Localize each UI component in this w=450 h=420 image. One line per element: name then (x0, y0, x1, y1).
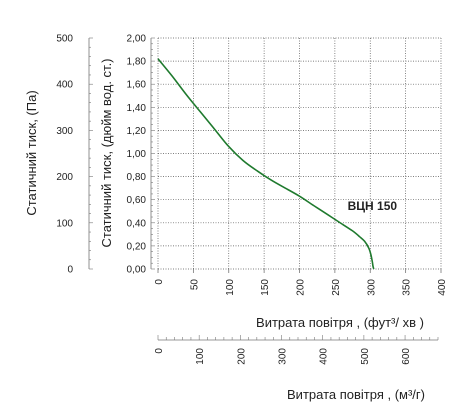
y-tick-label-inwg-8: 1,60 (127, 80, 147, 91)
grid (157, 37, 442, 270)
x-tick-label-cfm-7: 350 (402, 279, 413, 296)
y-axis-inwg-label: Статичний тиск, (дюйм вод. ст.) (99, 58, 114, 247)
x-tick-label-m3h-3: 300 (278, 348, 289, 365)
x-tick-label-cfm-3: 150 (260, 279, 271, 296)
y-tick-label-inwg-10: 2,00 (127, 34, 147, 45)
x-tick-label-cfm-1: 50 (189, 279, 200, 291)
x-tick-label-m3h-0: 0 (154, 348, 165, 354)
y-tick-label-pa-0: 0 (67, 265, 73, 276)
y-tick-label-inwg-5: 1,00 (127, 149, 147, 160)
y-tick-label-inwg-4: 0,80 (127, 172, 147, 183)
y-tick-label-inwg-6: 1,20 (127, 126, 147, 137)
y-tick-label-inwg-2: 0,40 (127, 218, 147, 229)
x-tick-label-m3h-1: 100 (195, 348, 206, 365)
tick-labels: 0 50 100 150 200 250 300 350 400 0,00 0,20 0,40 0,60… (56, 34, 448, 365)
y-tick-label-pa-4: 400 (56, 80, 73, 91)
series-label-0: ВЦН 150 (348, 199, 398, 213)
x-tick-label-cfm-8: 400 (437, 279, 448, 296)
y-tick-label-inwg-0: 0,00 (127, 265, 147, 276)
x-tick-label-cfm-6: 300 (366, 279, 377, 296)
x-tick-label-cfm-4: 200 (296, 279, 307, 296)
axis-titles: Статичний тиск, (Па) Статичний тиск, (дю… (24, 58, 425, 402)
y-tick-label-pa-1: 100 (56, 218, 73, 229)
series-line-0 (157, 58, 375, 270)
series-layer: ВЦН 150 (157, 58, 398, 270)
x-tick-label-cfm-5: 250 (331, 279, 342, 296)
x-tick-label-m3h-6: 600 (401, 348, 412, 365)
axes (88, 37, 442, 341)
x-tick-label-cfm-2: 100 (225, 279, 236, 296)
x-tick-label-m3h-5: 500 (360, 348, 371, 365)
y-tick-label-pa-5: 500 (56, 34, 73, 45)
y-tick-label-pa-2: 200 (56, 172, 73, 183)
y-tick-label-pa-3: 300 (56, 126, 73, 137)
x-tick-label-cfm-0: 0 (154, 279, 165, 285)
y-axis-pa-label: Статичний тиск, (Па) (24, 90, 39, 215)
x-axis-m3h-label: Витрата повітря , (м³/г) (287, 387, 425, 402)
x-axis-cfm-label: Витрата повітря , (фут³/ хв ) (256, 315, 424, 330)
y-tick-label-inwg-1: 0,20 (127, 241, 147, 252)
x-tick-label-m3h-2: 200 (236, 348, 247, 365)
y-tick-label-inwg-3: 0,60 (127, 195, 147, 206)
x-tick-label-m3h-4: 400 (319, 348, 330, 365)
y-tick-label-inwg-7: 1,40 (127, 103, 147, 114)
y-tick-label-inwg-9: 1,80 (127, 57, 147, 68)
